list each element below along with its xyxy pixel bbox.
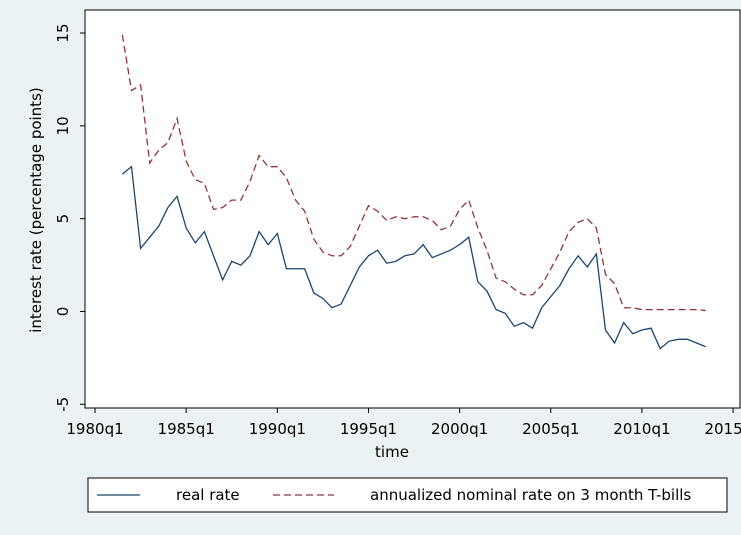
- y-tick-label: 0: [54, 307, 72, 317]
- legend-box: [87, 477, 728, 513]
- y-tick-label: 10: [54, 116, 72, 135]
- x-axis-title: time: [375, 443, 409, 461]
- y-axis-title: interest rate (percentage points): [27, 87, 45, 333]
- x-tick-label: 2010q1: [613, 420, 670, 438]
- legend-label: real rate: [176, 486, 240, 504]
- series-line: [121, 34, 706, 312]
- series-line: [121, 165, 706, 350]
- x-tick-label: 1995q1: [340, 420, 397, 438]
- legend-label: annualized nominal rate on 3 month T-bil…: [370, 486, 691, 504]
- y-tick-label: -5: [54, 397, 72, 412]
- x-tick-label: 2000q1: [431, 420, 488, 438]
- x-tick-label: 1985q1: [158, 420, 215, 438]
- y-tick-label: 15: [54, 23, 72, 42]
- y-tick-label: 5: [54, 214, 72, 224]
- x-tick-label: 2015q1: [704, 420, 741, 438]
- plot-area: [84, 9, 741, 409]
- x-tick-label: 1980q1: [66, 420, 123, 438]
- x-tick-label: 1990q1: [249, 420, 306, 438]
- x-tick-label: 2005q1: [522, 420, 579, 438]
